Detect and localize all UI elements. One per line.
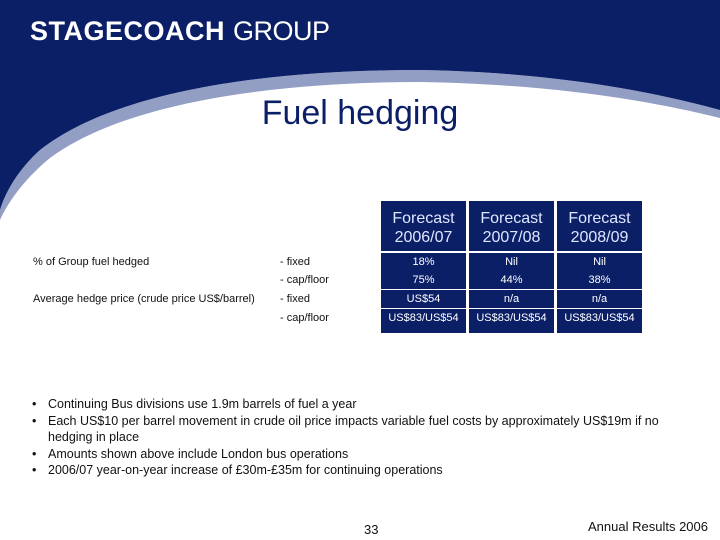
bullet-item: 2006/07 year-on-year increase of £30m-£3… (30, 462, 680, 479)
column-header-2006-07: Forecast 2006/07 (381, 201, 466, 251)
row-sublabel-cap-floor: - cap/floor (280, 312, 329, 324)
row-label-average-hedge-price: Average hedge price (crude price US$/bar… (33, 293, 255, 305)
column-header-line1: Forecast (568, 210, 631, 227)
column-header-2007-08: Forecast 2007/08 (469, 201, 554, 251)
column-header-line2: 2008/09 (570, 229, 629, 246)
table-cell: n/a (557, 290, 642, 308)
row-sublabel-fixed: - fixed (280, 256, 310, 268)
table-cell: 44% (469, 271, 554, 289)
table-cell: n/a (469, 290, 554, 308)
company-logo: STAGECOACH GROUP (30, 16, 330, 47)
column-header-line1: Forecast (480, 210, 543, 227)
table-cell: US$83/US$54 (557, 309, 642, 333)
footer-text: Annual Results 2006 (588, 519, 708, 534)
table-cell: 18% (381, 253, 466, 271)
page-number: 33 (364, 522, 379, 537)
logo-light-text: GROUP (233, 16, 330, 46)
row-sublabel-cap-floor: - cap/floor (280, 274, 329, 286)
slide-title: Fuel hedging (261, 94, 459, 132)
table-cell: 38% (557, 271, 642, 289)
column-header-line2: 2007/08 (482, 229, 541, 246)
column-header-line1: Forecast (392, 210, 455, 227)
table-cell: US$83/US$54 (381, 309, 466, 333)
bullet-list: Continuing Bus divisions use 1.9m barrel… (30, 396, 680, 479)
row-label-fuel-hedged: % of Group fuel hedged (33, 256, 150, 268)
table-cell: 75% (381, 271, 466, 289)
table-cell: Nil (469, 253, 554, 271)
column-header-line2: 2006/07 (394, 229, 453, 246)
bullet-item: Each US$10 per barrel movement in crude … (30, 413, 680, 446)
column-header-2008-09: Forecast 2008/09 (557, 201, 642, 251)
table-cell: US$83/US$54 (469, 309, 554, 333)
table-cell: Nil (557, 253, 642, 271)
table-cell: US$54 (381, 290, 466, 308)
bullet-item: Amounts shown above include London bus o… (30, 446, 680, 463)
row-sublabel-fixed: - fixed (280, 293, 310, 305)
logo-bold-text: STAGECOACH (30, 16, 226, 46)
bullet-item: Continuing Bus divisions use 1.9m barrel… (30, 396, 680, 413)
